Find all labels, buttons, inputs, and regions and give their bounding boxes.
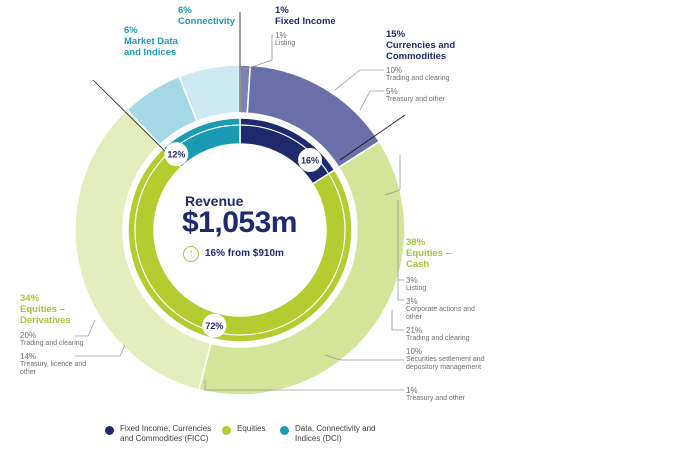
badge-label-equities: 72% (205, 321, 223, 331)
badge-label-data-connectivity-and-indices-dci: 12% (167, 150, 185, 160)
equities-derivatives-label: 34% Equities – Derivatives (20, 293, 71, 326)
ccy-trading-label: 10% Trading and clearing (386, 66, 450, 83)
leader-lines (75, 12, 406, 391)
inner-ring-divider (134, 124, 346, 336)
badge-fixed-income-currencies-and-commodities-ficc (298, 147, 323, 172)
fixed-income-label: 1% Fixed Income (275, 5, 336, 27)
leader-ccy-trading (334, 69, 384, 91)
inner-ring-badges: 16% 72% 12% (164, 142, 323, 338)
leader-cash-corporate (397, 280, 404, 301)
deriv-trading-label: 20% Trading and clearing (20, 331, 84, 348)
leader-deriv-treasury (75, 344, 126, 357)
leader-fi-listing (242, 34, 273, 71)
leader-cash-group (384, 155, 401, 196)
divider-line-right (339, 114, 406, 161)
up-arrow-icon: ↑ (183, 246, 199, 262)
cash-settlement-label: 10% Securities settlement and depository… (406, 347, 485, 372)
legend-item-equities: Equities (222, 424, 282, 435)
legend-item-ficc: Fixed Income, Currencies and Commodities… (105, 424, 220, 445)
cash-treasury-label: 1% Treasury and other (406, 386, 465, 403)
badge-equities (202, 313, 227, 338)
center-change: 16% from $910m (205, 248, 284, 260)
currencies-label: 15% Currencies and Commodities (386, 29, 456, 62)
divider-line-left (92, 79, 173, 159)
legend-equities-label: Equities (237, 424, 266, 433)
leader-deriv-trading (75, 319, 96, 337)
center-title: Revenue (185, 193, 244, 209)
leader-cash-trading (391, 310, 404, 331)
leader-ccy-treasury (359, 90, 384, 111)
badge-label-fixed-income-currencies-and-commodities-ficc: 16% (301, 155, 319, 165)
fi-listing-label: 1% Listing (275, 31, 296, 48)
legend-ficc-label: Fixed Income, Currencies and Commodities… (120, 424, 212, 444)
outer-slice-equities-cash (198, 140, 406, 396)
legend-ficc-dot (105, 426, 114, 435)
leader-cash-treasury (204, 380, 404, 391)
market-data-label: 6% Market Data and Indices (124, 25, 178, 58)
badge-data-connectivity-and-indices-dci (164, 142, 189, 167)
equities-cash-label: 38% Equities – Cash (406, 237, 451, 270)
inner-slice-equities (127, 147, 353, 343)
connectivity-label: 6% Connectivity (178, 5, 236, 27)
outer-slice-equities-derivatives (74, 108, 212, 391)
center-value: $1,053m (182, 206, 297, 239)
cash-listing-label: 3% Listing (406, 276, 427, 293)
outer-ring (74, 64, 406, 396)
deriv-treasury-label: 14% Treasury, licence and other (20, 352, 87, 377)
cash-corporate-label: 3% Corporate actions and other (406, 297, 475, 322)
legend-item-dci: Data, Connectivity and Indices (DCI) (280, 424, 380, 445)
leader-cash-settlement (324, 354, 404, 361)
cash-trading-label: 21% Trading and clearing (406, 326, 470, 343)
legend-dci-label: Data, Connectivity and Indices (DCI) (295, 424, 376, 444)
legend-equities-dot (222, 426, 231, 435)
legend-dci-dot (280, 426, 289, 435)
ccy-treasury-label: 5% Treasury and other (386, 87, 445, 104)
center-change-row: ↑ 16% from $910m (183, 246, 284, 262)
